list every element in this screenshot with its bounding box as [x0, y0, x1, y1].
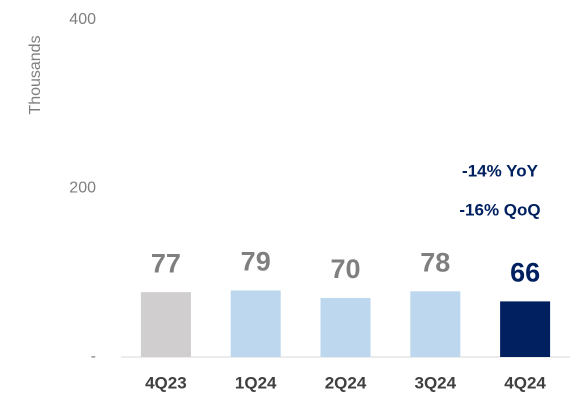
- x-tick-label: 2Q24: [325, 373, 367, 392]
- annotation: -16% QoQ: [459, 200, 540, 219]
- x-tick-label: 3Q24: [415, 373, 457, 392]
- bar: [140, 292, 191, 357]
- value-label: 66: [510, 258, 540, 288]
- value-label: 70: [330, 254, 360, 284]
- value-label: 77: [151, 248, 181, 278]
- y-tick-label: 400: [69, 11, 96, 28]
- bar: [410, 291, 461, 357]
- annotation: -14% YoY: [462, 161, 539, 180]
- bar: [500, 301, 551, 357]
- bar: [320, 298, 371, 357]
- value-label: 79: [241, 247, 271, 277]
- y-axis-label: Thousands: [27, 35, 44, 114]
- y-tick-label: -: [91, 348, 96, 365]
- x-tick-label: 4Q23: [145, 373, 187, 392]
- value-label: 78: [420, 247, 450, 277]
- x-tick-label: 1Q24: [235, 373, 277, 392]
- bar: [230, 290, 281, 357]
- x-tick-label: 4Q24: [504, 373, 546, 392]
- y-tick-label: 200: [69, 180, 96, 197]
